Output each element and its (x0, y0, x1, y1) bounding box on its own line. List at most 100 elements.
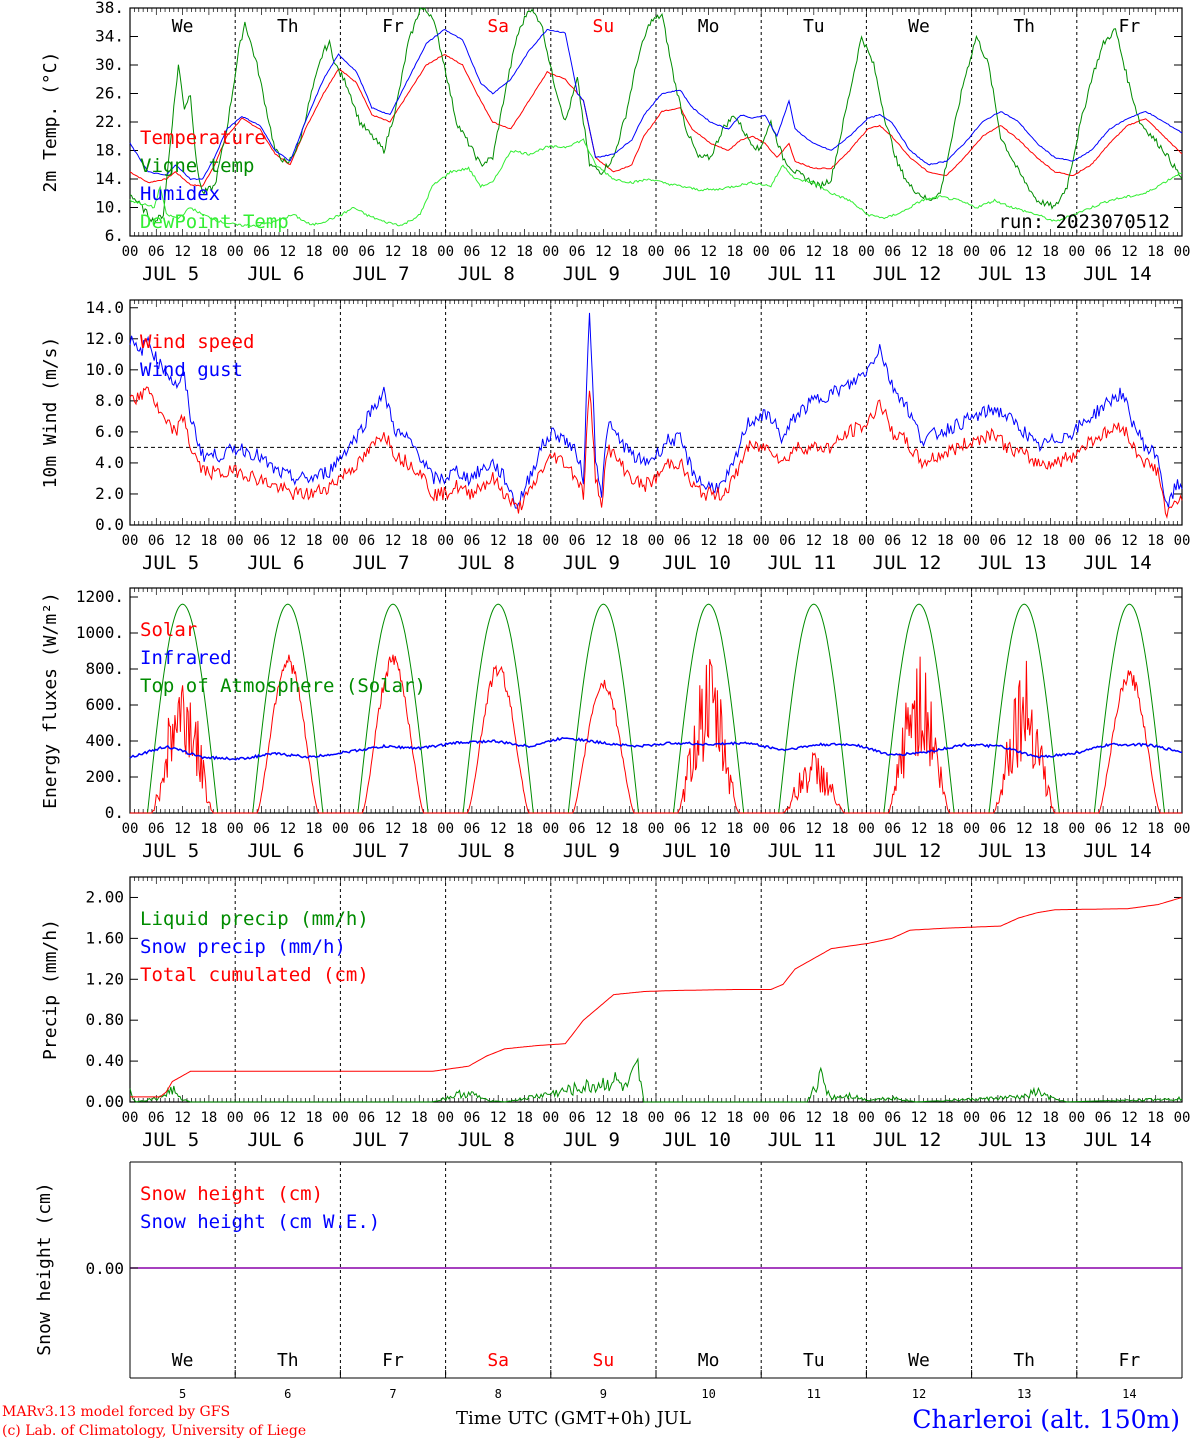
weekday-label: Fr (1119, 16, 1141, 37)
legend-vigne-temp: Vigne temp (140, 155, 254, 177)
hour-label: 12 (174, 244, 191, 260)
hour-label: 18 (726, 1110, 743, 1126)
weekday-label: We (172, 1350, 194, 1371)
y-tick-label: 800. (85, 659, 124, 678)
hour-label: 12 (385, 244, 402, 260)
y-axis-label: Snow height (cm) (34, 1182, 55, 1355)
weekday-label: Su (593, 1350, 615, 1371)
hour-label: 00 (1068, 244, 1085, 260)
weekday-label: We (908, 16, 930, 37)
weekday-label: Fr (382, 1350, 404, 1371)
legend-top-of-atmosphere-solar-: Top of Atmosphere (Solar) (140, 675, 426, 697)
hour-label: 00 (1174, 533, 1191, 549)
hour-label: 00 (858, 1110, 875, 1126)
date-label: JUL 14 (1083, 840, 1152, 862)
series-total-cumulated-cm- (130, 897, 1183, 1098)
date-label: JUL 7 (352, 552, 409, 574)
hour-label: 18 (726, 821, 743, 837)
series-wind-speed (129, 386, 1183, 519)
weekday-label: Mo (698, 16, 720, 37)
date-label: 13 (1017, 1387, 1031, 1401)
hour-label: 06 (674, 1110, 691, 1126)
date-label: JUL 13 (978, 840, 1047, 862)
hour-label: 18 (1147, 533, 1164, 549)
hour-label: 12 (490, 244, 507, 260)
y-tick-label: 0.00 (85, 1259, 124, 1278)
hour-label: 12 (279, 244, 296, 260)
hour-label: 18 (411, 1110, 428, 1126)
series-wind-gust (129, 312, 1183, 509)
weekday-label: We (172, 16, 194, 37)
hour-label: 18 (726, 533, 743, 549)
y-tick-label: 200. (85, 767, 124, 786)
date-label: JUL 13 (978, 1129, 1047, 1151)
hour-label: 06 (148, 821, 165, 837)
weekday-label: Tu (803, 16, 825, 37)
hour-label: 00 (437, 244, 454, 260)
hour-label: 00 (1068, 821, 1085, 837)
hour-label: 12 (1016, 533, 1033, 549)
y-tick-label: 4.0 (95, 453, 124, 472)
y-tick-label: 12.0 (85, 329, 124, 348)
y-tick-label: 18. (95, 141, 124, 160)
y-tick-label: 1200. (76, 587, 124, 606)
legend-dewpoint-temp: DewPoint Temp (140, 211, 289, 233)
legend-temperature: Temperature (140, 127, 266, 149)
hour-label: 18 (200, 244, 217, 260)
hour-label: 00 (332, 821, 349, 837)
hour-label: 00 (1174, 1110, 1191, 1126)
hour-label: 00 (1174, 821, 1191, 837)
date-label: 12 (912, 1387, 926, 1401)
hour-label: 06 (463, 533, 480, 549)
panel-5 (129, 1161, 1183, 1376)
y-axis-label: 10m Wind (m/s) (40, 337, 61, 489)
hour-label: 18 (832, 821, 849, 837)
hour-label: 06 (569, 1110, 586, 1126)
hour-label: 12 (805, 533, 822, 549)
hour-label: 06 (989, 244, 1006, 260)
hour-label: 12 (911, 821, 928, 837)
hour-label: 12 (700, 533, 717, 549)
hour-label: 12 (700, 244, 717, 260)
y-axis-label: Precip (mm/h) (40, 919, 61, 1060)
weekday-label: Su (593, 16, 615, 37)
hour-label: 06 (1095, 1110, 1112, 1126)
hour-label: 18 (937, 1110, 954, 1126)
date-label: 10 (701, 1387, 715, 1401)
y-tick-label: 2.0 (95, 484, 124, 503)
hour-label: 06 (884, 1110, 901, 1126)
y-tick-label: 6. (105, 226, 124, 245)
weekday-label: We (908, 1350, 930, 1371)
hour-label: 00 (963, 1110, 980, 1126)
date-label: JUL 12 (873, 263, 942, 285)
hour-label: 18 (200, 533, 217, 549)
weekday-label: Fr (382, 16, 404, 37)
hour-label: 06 (253, 244, 270, 260)
y-tick-label: 1.60 (85, 928, 124, 947)
date-label: JUL 11 (767, 840, 836, 862)
y-tick-label: 34. (95, 27, 124, 46)
hour-label: 00 (1174, 244, 1191, 260)
hour-label: 06 (358, 533, 375, 549)
date-label: JUL 5 (142, 552, 199, 574)
date-label: JUL 10 (662, 263, 731, 285)
y-tick-label: 22. (95, 112, 124, 131)
hour-label: 12 (911, 244, 928, 260)
hour-label: 12 (490, 821, 507, 837)
hour-label: 18 (1147, 821, 1164, 837)
hour-label: 00 (753, 1110, 770, 1126)
date-label: JUL 13 (978, 263, 1047, 285)
hour-label: 00 (648, 533, 665, 549)
hour-label: 06 (569, 533, 586, 549)
hour-label: 06 (569, 821, 586, 837)
legend-liquid-precip-mm-h-: Liquid precip (mm/h) (140, 908, 369, 930)
panel-frame (129, 587, 1183, 814)
date-label: JUL 5 (142, 263, 199, 285)
hour-label: 18 (937, 533, 954, 549)
series-liquid-precip-mm-h- (129, 1057, 1183, 1103)
hour-label: 12 (1016, 1110, 1033, 1126)
hour-label: 18 (832, 1110, 849, 1126)
hour-label: 06 (463, 1110, 480, 1126)
date-label: JUL 6 (247, 840, 304, 862)
